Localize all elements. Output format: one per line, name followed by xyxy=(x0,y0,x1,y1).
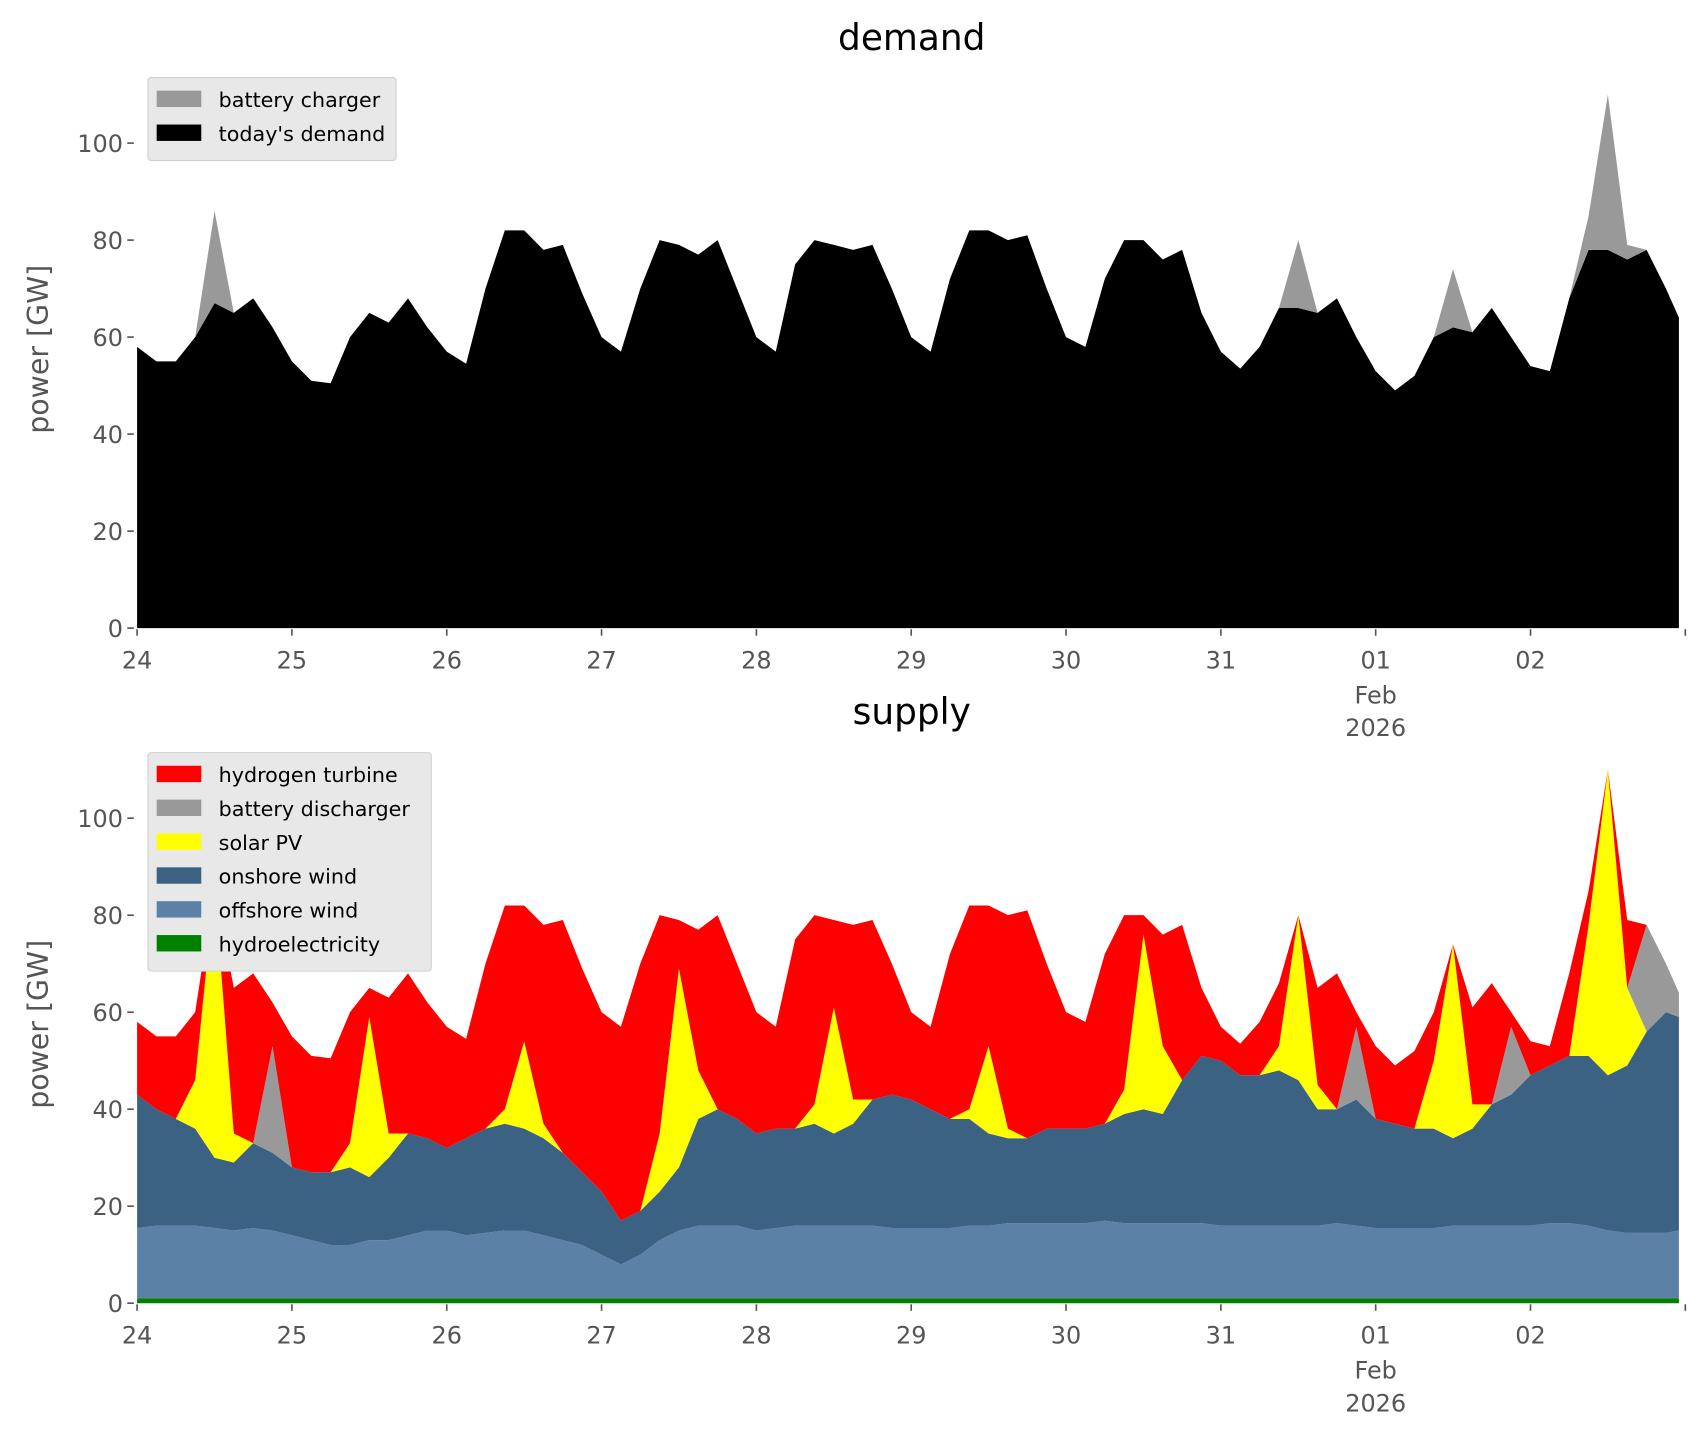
x-tick-label: 30 xyxy=(1051,646,1081,674)
y-tick-label: 20 xyxy=(93,1193,123,1221)
chart-title: demand xyxy=(838,18,985,59)
y-axis-label: power [GW] xyxy=(22,265,55,434)
legend-label: hydroelectricity xyxy=(219,932,380,956)
x-tick-label: 29 xyxy=(896,646,926,674)
legend-label: battery charger xyxy=(219,88,381,112)
x-tick-label: 01 xyxy=(1360,1322,1390,1350)
legend-swatch-solar-pv xyxy=(156,833,202,850)
x-tick-label: 30 xyxy=(1051,1322,1081,1350)
y-tick-label: 80 xyxy=(93,227,123,255)
legend-swatch-hydrogen-turbine xyxy=(156,765,202,783)
legend-swatch-hydroelectricity xyxy=(156,935,202,952)
legend-swatch-offshore-wind xyxy=(156,901,202,918)
legend-box xyxy=(147,77,397,162)
area-onshore-wind xyxy=(137,1012,1679,1265)
legend-swatch-onshore-wind xyxy=(156,867,202,884)
y-tick-label: 80 xyxy=(93,902,123,930)
y-tick-label: 100 xyxy=(77,805,123,833)
y-tick-label: 20 xyxy=(93,518,123,546)
x-tick-sublabel: Feb xyxy=(1355,681,1397,709)
legend-label: onshore wind xyxy=(219,865,357,889)
y-tick-label: 60 xyxy=(93,324,123,352)
x-tick-sublabel: 2026 xyxy=(1345,714,1406,742)
x-tick-label: 28 xyxy=(741,1322,771,1350)
legend-label: solar PV xyxy=(219,831,302,855)
legend-swatch-battery-discharger xyxy=(156,799,202,816)
x-tick-label: 24 xyxy=(122,1322,152,1350)
x-tick-label: 02 xyxy=(1515,1322,1545,1350)
legend-box xyxy=(147,752,432,972)
x-tick-sublabel: Feb xyxy=(1355,1357,1397,1385)
x-tick-sublabel: 2026 xyxy=(1345,1389,1406,1417)
x-tick-label: 25 xyxy=(277,1322,307,1350)
y-tick-label: 60 xyxy=(93,999,123,1027)
x-tick-label: 29 xyxy=(896,1322,926,1350)
x-tick-label: 26 xyxy=(432,1322,462,1350)
legend-swatch-today-s-demand xyxy=(156,124,202,141)
legend-label: today's demand xyxy=(219,122,386,146)
y-tick-label: 40 xyxy=(93,421,123,449)
y-tick-label: 40 xyxy=(93,1096,123,1124)
x-tick-label: 24 xyxy=(122,646,152,674)
x-tick-label: 28 xyxy=(741,646,771,674)
y-tick-label: 100 xyxy=(77,130,123,158)
x-tick-label: 25 xyxy=(277,646,307,674)
area-offshore-wind xyxy=(137,1220,1679,1299)
legend-swatch-battery-charger xyxy=(156,90,202,108)
x-tick-label: 27 xyxy=(586,646,616,674)
y-axis-label: power [GW] xyxy=(22,940,55,1109)
chart-title: supply xyxy=(853,692,971,733)
x-tick-label: 31 xyxy=(1206,646,1236,674)
legend: battery charger today's demand xyxy=(147,77,397,162)
legend-label: offshore wind xyxy=(219,899,359,923)
x-tick-label: 27 xyxy=(586,1322,616,1350)
x-tick-label: 26 xyxy=(432,646,462,674)
area-solar-pv xyxy=(137,769,1679,1221)
x-tick-label: 02 xyxy=(1515,646,1545,674)
y-tick-label: 0 xyxy=(108,615,123,643)
area-today-s-demand xyxy=(137,230,1679,629)
y-tick-label: 0 xyxy=(108,1290,123,1318)
legend-label: hydrogen turbine xyxy=(219,763,398,787)
legend-label: battery discharger xyxy=(219,797,411,821)
x-tick-label: 01 xyxy=(1360,646,1390,674)
legend: hydrogen turbine battery discharger solar … xyxy=(147,752,432,972)
x-tick-label: 31 xyxy=(1206,1322,1236,1350)
area-hydroelectricity xyxy=(137,1298,1679,1304)
